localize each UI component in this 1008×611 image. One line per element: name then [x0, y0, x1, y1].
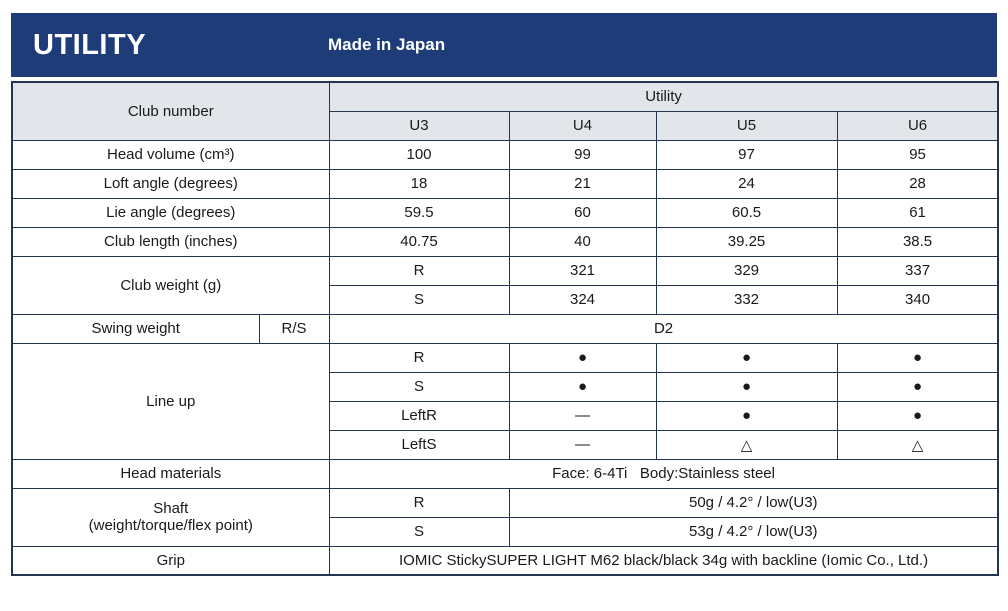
swing-weight-flex-label: R/S	[258, 313, 330, 344]
loft-angle-u5: 24	[655, 168, 838, 199]
club-weight-label: Club weight (g)	[11, 255, 330, 315]
line-up-label: Line up	[11, 342, 330, 460]
head-volume-u6: 95	[836, 139, 999, 170]
loft-angle-label: Loft angle (degrees)	[11, 168, 330, 199]
line-up-lefts-u5: △	[836, 429, 999, 460]
shaft-label: Shaft (weight/torque/flex point)	[11, 487, 330, 547]
line-up-s-u4: ●	[655, 371, 838, 402]
column-header-u4: U4	[508, 110, 657, 141]
club-length-u4: 40	[508, 226, 657, 257]
head-volume-u3: 100	[328, 139, 510, 170]
page-title: UTILITY	[33, 28, 147, 61]
table-row: S 53g / 4.2° / low(U3)	[12, 516, 999, 547]
table-row: Line up R ● ● ● ●	[11, 342, 999, 460]
lie-angle-u3: 59.5	[328, 197, 510, 228]
table-row: S 324 332 340 348	[12, 284, 999, 315]
shaft-r-flex-label: R	[328, 487, 510, 518]
line-up-lefts-u3: —	[508, 429, 657, 460]
club-weight-r-u5: 337	[836, 255, 999, 286]
table-row: Lie angle (degrees) 59.5 60 60.5 61	[11, 197, 999, 228]
line-up-leftr-u3: —	[508, 400, 657, 431]
column-header-u3: U3	[328, 110, 510, 141]
club-weight-s-u3: 324	[508, 284, 657, 315]
shaft-label-line2: (weight/torque/flex point)	[88, 517, 253, 534]
head-volume-label: Head volume (cm³)	[11, 139, 330, 170]
line-up-leftr-flex-label: LeftR	[328, 400, 510, 431]
loft-angle-u3: 18	[328, 168, 510, 199]
line-up-lefts-flex-label: LeftS	[328, 429, 510, 460]
club-weight-s-u4: 332	[655, 284, 838, 315]
lie-angle-u4: 60	[508, 197, 657, 228]
shaft-s-value: 53g / 4.2° / low(U3)	[508, 516, 999, 547]
table-row: Swing weight R/S D2	[11, 313, 999, 344]
club-length-label: Club length (inches)	[11, 226, 330, 257]
loft-angle-u6: 28	[836, 168, 999, 199]
line-up-leftr-u5: ●	[836, 400, 999, 431]
shaft-r-value: 50g / 4.2° / low(U3)	[508, 487, 999, 518]
head-volume-u5: 97	[655, 139, 838, 170]
table-row: Head volume (cm³) 100 99 97 95	[11, 139, 999, 170]
table-row: Loft angle (degrees) 18 21 24 28	[11, 168, 999, 199]
club-length-u3: 40.75	[328, 226, 510, 257]
club-number-header: Club number	[11, 81, 330, 141]
table-row: Head materials Face: 6-4Ti Body:Stainles…	[11, 458, 999, 489]
club-weight-s-u5: 340	[836, 284, 999, 315]
table-row: Grip IOMIC StickySUPER LIGHT M62 black/b…	[11, 545, 999, 576]
swing-weight-label: Swing weight	[11, 313, 260, 344]
lie-angle-u5: 60.5	[655, 197, 838, 228]
table-row: Shaft (weight/torque/flex point) R 50g / …	[11, 487, 999, 547]
table-row: LeftS — △ △ —	[12, 429, 999, 460]
line-up-r-u3: ●	[508, 342, 657, 373]
made-in-japan-label: Made in Japan	[328, 35, 446, 54]
header-banner: UTILITY Made in Japan	[11, 13, 997, 77]
loft-angle-u4: 21	[508, 168, 657, 199]
club-weight-s-flex-label: S	[328, 284, 510, 315]
line-up-r-u5: ●	[836, 342, 999, 373]
table-row: S ● ● ● △	[12, 371, 999, 402]
grip-label: Grip	[11, 545, 330, 576]
line-up-leftr-u4: ●	[655, 400, 838, 431]
club-weight-r-flex-label: R	[328, 255, 510, 286]
shaft-label-line1: Shaft	[153, 500, 189, 517]
club-length-u5: 39.25	[655, 226, 838, 257]
column-header-u5: U5	[655, 110, 838, 141]
club-weight-r-u4: 329	[655, 255, 838, 286]
table-row: Club number Utility	[11, 81, 999, 141]
head-materials-label: Head materials	[11, 458, 330, 489]
lie-angle-u6: 61	[836, 197, 999, 228]
shaft-s-flex-label: S	[328, 516, 510, 547]
club-weight-r-u3: 321	[508, 255, 657, 286]
table-row: U3 U4 U5 U6	[12, 110, 999, 141]
club-length-u6: 38.5	[836, 226, 999, 257]
swing-weight-value: D2	[328, 313, 999, 344]
line-up-s-u5: ●	[836, 371, 999, 402]
head-materials-value: Face: 6-4Ti Body:Stainless steel	[328, 458, 999, 489]
header-title-box: UTILITY	[11, 29, 328, 62]
line-up-s-flex-label: S	[328, 371, 510, 402]
line-up-s-u3: ●	[508, 371, 657, 402]
column-header-u6: U6	[836, 110, 999, 141]
grip-value: IOMIC StickySUPER LIGHT M62 black/black …	[328, 545, 999, 576]
lie-angle-label: Lie angle (degrees)	[11, 197, 330, 228]
group-header-utility: Utility	[328, 81, 999, 112]
line-up-r-u4: ●	[655, 342, 838, 373]
table-row: Club length (inches) 40.75 40 39.25 38.5	[11, 226, 999, 257]
spec-table: Club number Utility U3 U4 U5 U6 Head vol…	[11, 81, 1000, 576]
line-up-r-flex-label: R	[328, 342, 510, 373]
head-volume-u4: 99	[508, 139, 657, 170]
table-row: Club weight (g) R 321 329 337 345	[11, 255, 999, 315]
line-up-lefts-u4: △	[655, 429, 838, 460]
